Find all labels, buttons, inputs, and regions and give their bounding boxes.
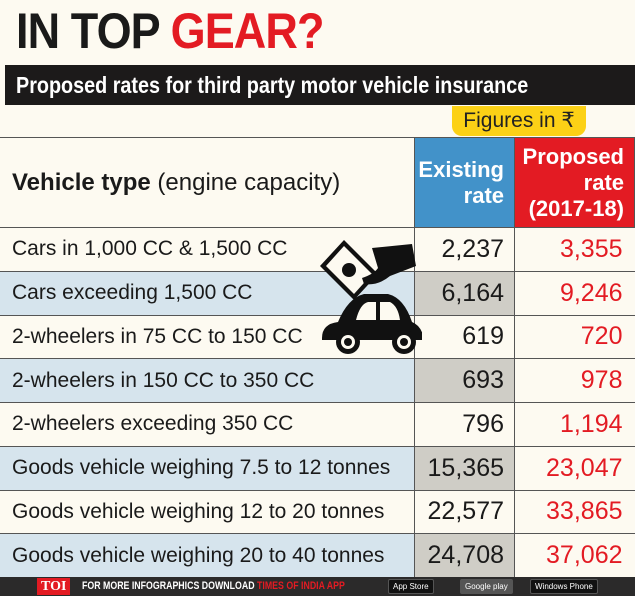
car-icon	[322, 294, 422, 354]
subtitle-bar: Proposed rates for third party motor veh…	[5, 65, 635, 105]
proposed-rate-cell: 3,355	[514, 227, 635, 272]
table-row: Cars exceeding 1,500 CC 6,164 9,246	[0, 270, 635, 316]
unit-note: Figures in ₹	[452, 106, 586, 136]
proposed-rate-cell: 1,194	[514, 402, 635, 447]
toi-logo: TOI	[37, 578, 71, 595]
header-vehicle-rest: (engine capacity)	[150, 168, 341, 196]
existing-rate-cell: 22,577	[414, 489, 515, 535]
proposed-rate-cell: 37,062	[514, 533, 635, 578]
header-vehicle-type: Vehicle type (engine capacity)	[0, 137, 415, 228]
subtitle: Proposed rates for third party motor veh…	[16, 72, 529, 98]
proposed-rate-cell: 23,047	[514, 445, 635, 491]
header-existing-rate: Existing rate	[414, 137, 515, 228]
footer-app-name[interactable]: TIMES OF INDIA APP	[257, 580, 345, 592]
vehicle-type-cell: 2-wheelers in 150 CC to 350 CC	[0, 358, 415, 403]
existing-rate-cell: 693	[414, 358, 515, 403]
windows-phone-badge[interactable]: Windows Phone	[530, 579, 598, 594]
table-row: 2-wheelers in 150 CC to 350 CC 693 978	[0, 358, 635, 403]
table-row: Goods vehicle weighing 12 to 20 tonnes 22…	[0, 489, 635, 535]
proposed-rate-cell: 33,865	[514, 489, 635, 535]
title-part2: GEAR?	[170, 3, 325, 59]
vehicle-type-cell: Goods vehicle weighing 20 to 40 tonnes	[0, 533, 415, 578]
rates-table: Vehicle type (engine capacity) Existing …	[0, 137, 635, 578]
existing-rate-cell: 619	[414, 314, 515, 360]
existing-rate-cell: 2,237	[414, 227, 515, 272]
footer-promo: FOR MORE INFOGRAPHICS DOWNLOAD	[82, 580, 258, 592]
proposed-rate-cell: 9,246	[514, 270, 635, 316]
table-row: Cars in 1,000 CC & 1,500 CC 2,237 3,355	[0, 227, 635, 272]
existing-rate-cell: 796	[414, 402, 515, 447]
vehicle-type-cell: Goods vehicle weighing 12 to 20 tonnes	[0, 489, 415, 535]
money-icon	[320, 240, 416, 300]
existing-rate-cell: 24,708	[414, 533, 515, 578]
footer: TOI FOR MORE INFOGRAPHICS DOWNLOAD TIMES…	[0, 577, 635, 596]
proposed-rate-cell: 720	[514, 314, 635, 360]
header-proposed-rate: Proposed rate (2017-18)	[514, 137, 635, 228]
proposed-rate-cell: 978	[514, 358, 635, 403]
table-row: Goods vehicle weighing 7.5 to 12 tonnes 1…	[0, 445, 635, 491]
header-vehicle-bold: Vehicle type	[12, 168, 151, 196]
table-row: 2-wheelers exceeding 350 CC 796 1,194	[0, 402, 635, 447]
footer-text: FOR MORE INFOGRAPHICS DOWNLOAD TIMES OF …	[82, 577, 345, 596]
page-title: IN TOP GEAR?	[16, 2, 324, 60]
vehicle-type-cell: 2-wheelers exceeding 350 CC	[0, 402, 415, 447]
table-row: Goods vehicle weighing 20 to 40 tonnes 24…	[0, 533, 635, 578]
google-play-badge[interactable]: Google play	[460, 579, 513, 594]
app-store-badge[interactable]: App Store	[388, 579, 434, 594]
vehicle-type-cell: Goods vehicle weighing 7.5 to 12 tonnes	[0, 445, 415, 491]
existing-rate-cell: 6,164	[414, 270, 515, 316]
money-hand-car-icon	[320, 240, 422, 354]
existing-rate-cell: 15,365	[414, 445, 515, 491]
title-part1: IN TOP	[16, 3, 171, 59]
